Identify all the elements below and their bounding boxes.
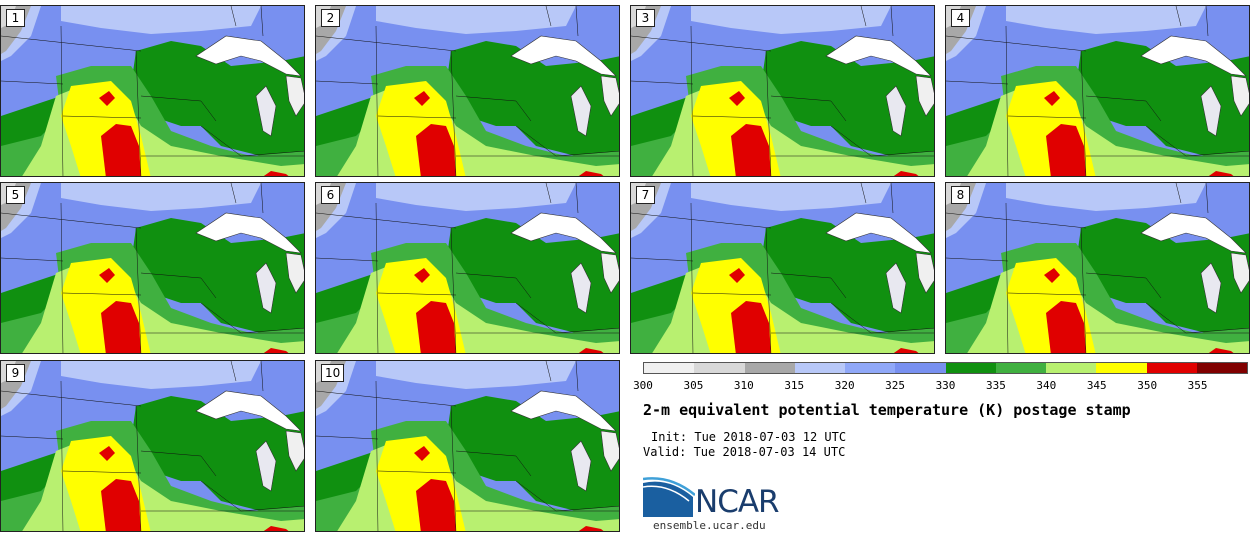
map-panel-3: 3: [630, 5, 935, 177]
map-panel-4: 4: [945, 5, 1250, 177]
colorbar: [643, 362, 1248, 374]
map-image: [1, 183, 304, 353]
panel-number: 10: [321, 364, 345, 382]
colorbar-segment: [945, 363, 996, 373]
map-image: [631, 6, 934, 176]
map-panel-6: 6: [315, 182, 620, 354]
colorbar-segment: [995, 363, 1046, 373]
colorbar-segment: [1096, 363, 1147, 373]
colorbar-segment: [1196, 363, 1247, 373]
colorbar-tick-label: 350: [1137, 379, 1158, 392]
map-panel-1: 1: [0, 5, 305, 177]
colorbar-segment: [694, 363, 745, 373]
panel-number: 5: [6, 186, 25, 204]
colorbar-tick-label: 315: [784, 379, 805, 392]
init-time: Init: Tue 2018-07-03 12 UTC: [651, 430, 847, 444]
map-image: [1, 361, 304, 531]
panel-number: 7: [636, 186, 655, 204]
panel-number: 1: [6, 9, 25, 27]
map-image: [631, 183, 934, 353]
colorbar-ticks: 300 305 310 315 320 325 330 335 340 345 350 355: [633, 379, 1248, 393]
map-panel-8: 8: [945, 182, 1250, 354]
colorbar-segment: [845, 363, 896, 373]
colorbar-tick-label: 340: [1036, 379, 1057, 392]
colorbar-tick-label: 355: [1187, 379, 1208, 392]
figure-title: 2-m equivalent potential temperature (K)…: [643, 401, 1131, 419]
colorbar-tick-label: 320: [834, 379, 855, 392]
website-url: ensemble.ucar.edu: [653, 519, 766, 532]
colorbar-tick-label: 335: [985, 379, 1006, 392]
colorbar-tick-label: 300: [633, 379, 653, 392]
panel-number: 4: [951, 9, 970, 27]
map-image: [946, 6, 1249, 176]
panel-number: 9: [6, 364, 25, 382]
colorbar-segment: [644, 363, 695, 373]
colorbar-segment: [744, 363, 795, 373]
map-image: [316, 361, 619, 531]
colorbar-tick-label: 310: [733, 379, 754, 392]
map-panel-7: 7: [630, 182, 935, 354]
map-image: [1, 6, 304, 176]
map-image: [316, 6, 619, 176]
colorbar-segment: [895, 363, 946, 373]
map-panel-10: 10: [315, 360, 620, 532]
colorbar-tick-label: 325: [885, 379, 906, 392]
map-panel-5: 5: [0, 182, 305, 354]
colorbar-tick-label: 330: [935, 379, 956, 392]
colorbar-segment: [794, 363, 845, 373]
ncar-logo-icon: [643, 477, 695, 517]
map-image: [946, 183, 1249, 353]
valid-time: Valid: Tue 2018-07-03 14 UTC: [643, 445, 846, 459]
colorbar-tick-label: 345: [1086, 379, 1107, 392]
panel-number: 8: [951, 186, 970, 204]
map-image: [316, 183, 619, 353]
logo-text: NCAR: [695, 484, 780, 520]
map-panel-2: 2: [315, 5, 620, 177]
colorbar-segment: [1146, 363, 1197, 373]
panel-number: 3: [636, 9, 655, 27]
panel-number: 6: [321, 186, 340, 204]
panel-number: 2: [321, 9, 340, 27]
colorbar-segment: [1046, 363, 1097, 373]
map-panel-9: 9: [0, 360, 305, 532]
colorbar-tick-label: 305: [683, 379, 704, 392]
